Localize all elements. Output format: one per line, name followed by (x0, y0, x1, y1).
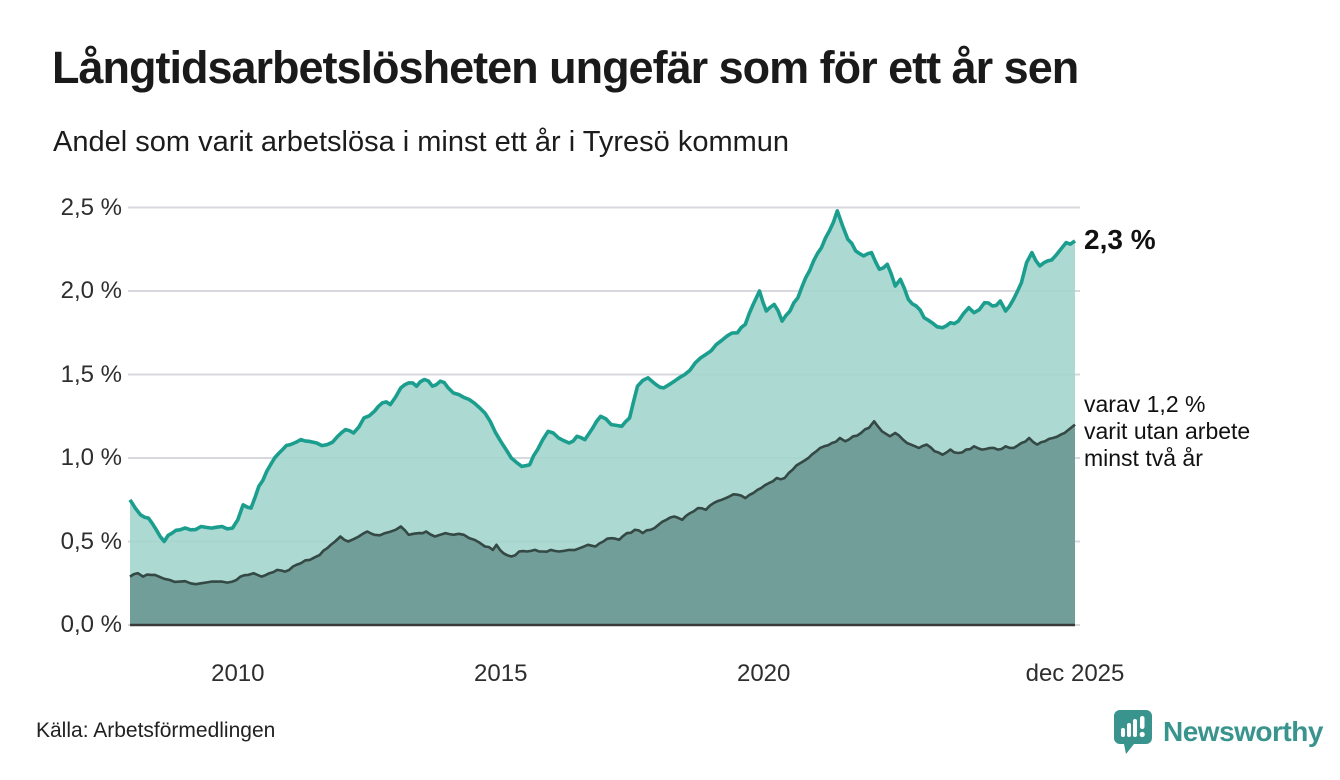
y-axis-tick-label: 0,0 % (60, 611, 122, 638)
area-two-years (130, 421, 1075, 625)
page-title: Långtidsarbetslösheten ungefär som för e… (52, 42, 1079, 93)
line-total (128, 209, 1077, 544)
x-axis-tick-label: dec 2025 (1025, 660, 1125, 687)
value-annotation-latest: 2,3 % (1084, 224, 1156, 255)
x-axis-tick-label: 2015 (474, 660, 528, 687)
x-axis-tick-label: 2010 (211, 660, 265, 687)
value-annotation-two-years: varav 1,2 % varit utan arbete minst två … (1084, 391, 1251, 471)
y-axis-tick-label: 1,0 % (60, 444, 122, 471)
newsworthy-wordmark: Newsworthy (1163, 716, 1323, 747)
y-axis-tick-label: 0,5 % (60, 527, 122, 555)
newsworthy-logo[interactable]: Newsworthy (1112, 708, 1323, 756)
page-subtitle: Andel som varit arbetslösa i minst ett å… (53, 126, 790, 158)
newsworthy-logo-icon (1112, 708, 1154, 756)
y-axis-tick-label: 1,5 % (60, 360, 122, 388)
line-two-years (129, 419, 1076, 586)
x-axis-tick-label: 2020 (736, 660, 791, 687)
y-axis-tick-label: 2,5 % (60, 193, 122, 221)
source-note: Källa: Arbetsförmedlingen (36, 719, 276, 742)
y-axis-tick-label: 2,0 % (60, 277, 122, 304)
